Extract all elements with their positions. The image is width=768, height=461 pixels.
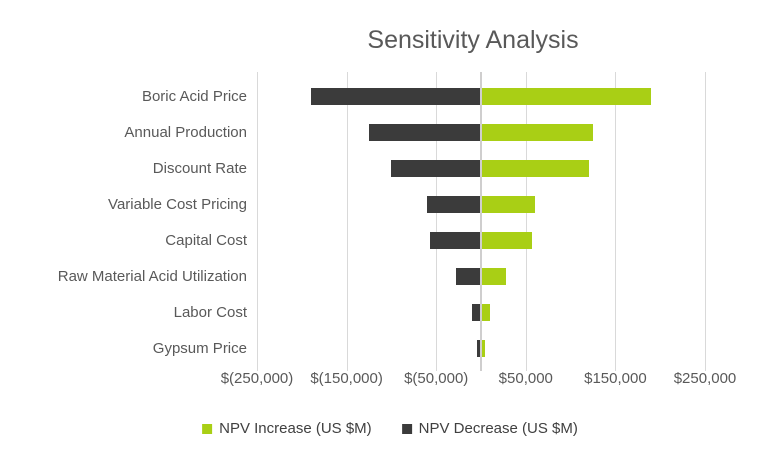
bar-npv-increase (481, 231, 533, 249)
zero-axis-line (480, 72, 482, 371)
category-axis: Boric Acid Price Annual Production Discoun… (0, 78, 247, 366)
bar-npv-increase (481, 123, 593, 141)
bar-npv-decrease (369, 123, 481, 141)
legend: NPV Increase (US $M) NPV Decrease (US $M) (202, 420, 578, 437)
bar-npv-decrease (476, 339, 481, 357)
plot-area (257, 72, 706, 371)
legend-label: NPV Decrease (US $M) (418, 420, 578, 437)
legend-swatch-icon (401, 423, 412, 434)
bar-npv-decrease (472, 303, 481, 321)
x-axis-tick-label: $250,000 (673, 370, 737, 387)
bar-npv-increase (481, 87, 652, 105)
legend-swatch-icon (202, 423, 213, 434)
category-label: Labor Cost (173, 303, 247, 321)
legend-label: NPV Increase (US $M) (219, 420, 372, 437)
bars-layer (257, 78, 705, 366)
bar-npv-increase (481, 195, 535, 213)
x-axis-tick-label: $(250,000) (220, 370, 294, 387)
gridline (346, 72, 348, 371)
category-label: Discount Rate (152, 159, 247, 177)
bar-npv-decrease (391, 159, 481, 177)
bar-npv-increase (481, 159, 589, 177)
x-axis-tick-label: $50,000 (498, 370, 553, 387)
x-axis-tick-label: $(50,000) (404, 370, 469, 387)
bar-npv-increase (481, 303, 490, 321)
bar-npv-decrease (427, 195, 481, 213)
gridline (257, 72, 258, 371)
bar-npv-decrease (455, 267, 481, 285)
legend-item-npv-increase: NPV Increase (US $M) (202, 420, 372, 437)
category-label: Boric Acid Price (141, 87, 247, 105)
gridline (436, 72, 438, 371)
bar-npv-decrease (429, 231, 481, 249)
x-axis-tick-label: $150,000 (584, 370, 647, 387)
category-label: Capital Cost (165, 231, 247, 249)
chart-title: Sensitivity Analysis (367, 26, 579, 54)
x-axis-labels: $(250,000) $(150,000) $(50,000) $50,000 $150… (221, 370, 737, 388)
category-label: Annual Production (124, 123, 247, 141)
x-axis-tick-label: $(150,000) (310, 370, 383, 387)
gridline (705, 72, 706, 371)
legend-item-npv-decrease: NPV Decrease (US $M) (401, 420, 578, 437)
category-label: Variable Cost Pricing (108, 195, 247, 213)
bar-npv-increase (481, 339, 486, 357)
gridline (615, 72, 617, 371)
gridline (525, 72, 527, 371)
category-label: Raw Material Acid Utilization (57, 267, 247, 285)
bar-npv-decrease (310, 87, 481, 105)
category-label: Gypsum Price (152, 339, 247, 357)
bar-npv-increase (481, 267, 507, 285)
